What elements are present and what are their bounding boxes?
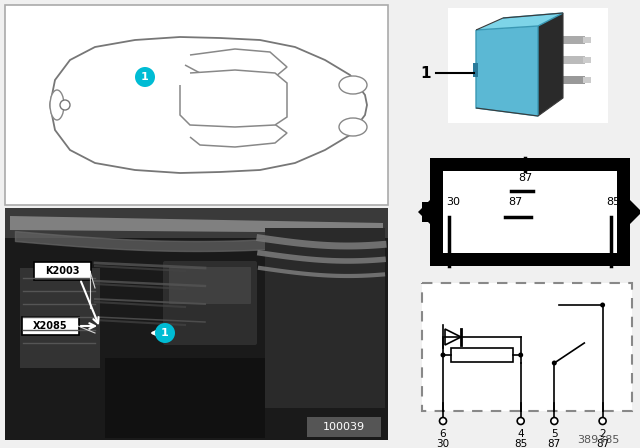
PathPatch shape <box>180 70 287 127</box>
Text: 2: 2 <box>599 429 606 439</box>
PathPatch shape <box>630 200 640 224</box>
FancyBboxPatch shape <box>563 76 585 84</box>
Ellipse shape <box>50 90 64 120</box>
Text: 1: 1 <box>420 65 431 81</box>
Circle shape <box>600 302 605 307</box>
PathPatch shape <box>476 13 563 30</box>
Circle shape <box>517 418 524 425</box>
Text: 87: 87 <box>596 439 609 448</box>
FancyBboxPatch shape <box>422 283 632 411</box>
Circle shape <box>551 418 558 425</box>
PathPatch shape <box>418 200 430 224</box>
Ellipse shape <box>339 76 367 94</box>
Text: 1: 1 <box>161 328 169 338</box>
Text: 87: 87 <box>508 197 522 207</box>
Text: K2003: K2003 <box>45 266 79 276</box>
FancyBboxPatch shape <box>34 262 91 280</box>
FancyBboxPatch shape <box>307 417 381 437</box>
PathPatch shape <box>538 13 563 116</box>
PathPatch shape <box>422 202 430 222</box>
FancyBboxPatch shape <box>5 208 388 440</box>
FancyBboxPatch shape <box>430 158 630 266</box>
FancyBboxPatch shape <box>563 56 585 64</box>
Text: 6: 6 <box>440 429 446 439</box>
Circle shape <box>599 418 606 425</box>
Circle shape <box>60 100 70 110</box>
Circle shape <box>552 361 557 366</box>
PathPatch shape <box>190 120 287 147</box>
FancyBboxPatch shape <box>583 37 591 43</box>
Text: 30: 30 <box>446 197 460 207</box>
Circle shape <box>440 353 445 358</box>
Text: 4: 4 <box>517 429 524 439</box>
FancyBboxPatch shape <box>583 77 591 83</box>
Text: 5: 5 <box>551 429 557 439</box>
Ellipse shape <box>339 118 367 136</box>
Circle shape <box>135 67 155 87</box>
Text: 100039: 100039 <box>323 422 365 432</box>
PathPatch shape <box>445 329 461 345</box>
PathPatch shape <box>185 49 287 77</box>
Text: 87: 87 <box>548 439 561 448</box>
FancyBboxPatch shape <box>5 208 388 238</box>
PathPatch shape <box>476 26 538 116</box>
FancyBboxPatch shape <box>20 268 100 368</box>
FancyBboxPatch shape <box>163 261 257 345</box>
FancyBboxPatch shape <box>473 63 478 77</box>
FancyBboxPatch shape <box>451 348 513 362</box>
FancyBboxPatch shape <box>5 5 388 205</box>
Text: X2085: X2085 <box>33 321 67 331</box>
PathPatch shape <box>10 216 383 233</box>
FancyBboxPatch shape <box>583 57 591 63</box>
Text: 85: 85 <box>606 197 620 207</box>
Text: 87: 87 <box>518 173 532 183</box>
Text: 1: 1 <box>141 72 149 82</box>
FancyBboxPatch shape <box>22 317 79 335</box>
Text: 85: 85 <box>514 439 527 448</box>
FancyBboxPatch shape <box>448 8 608 123</box>
Text: 30: 30 <box>436 439 449 448</box>
FancyBboxPatch shape <box>105 358 265 438</box>
Circle shape <box>440 418 447 425</box>
FancyBboxPatch shape <box>169 267 251 304</box>
Circle shape <box>518 353 524 358</box>
FancyBboxPatch shape <box>265 228 385 408</box>
PathPatch shape <box>50 37 367 173</box>
FancyBboxPatch shape <box>563 36 585 44</box>
Circle shape <box>155 323 175 343</box>
FancyBboxPatch shape <box>443 171 617 253</box>
Text: 389385: 389385 <box>578 435 620 445</box>
